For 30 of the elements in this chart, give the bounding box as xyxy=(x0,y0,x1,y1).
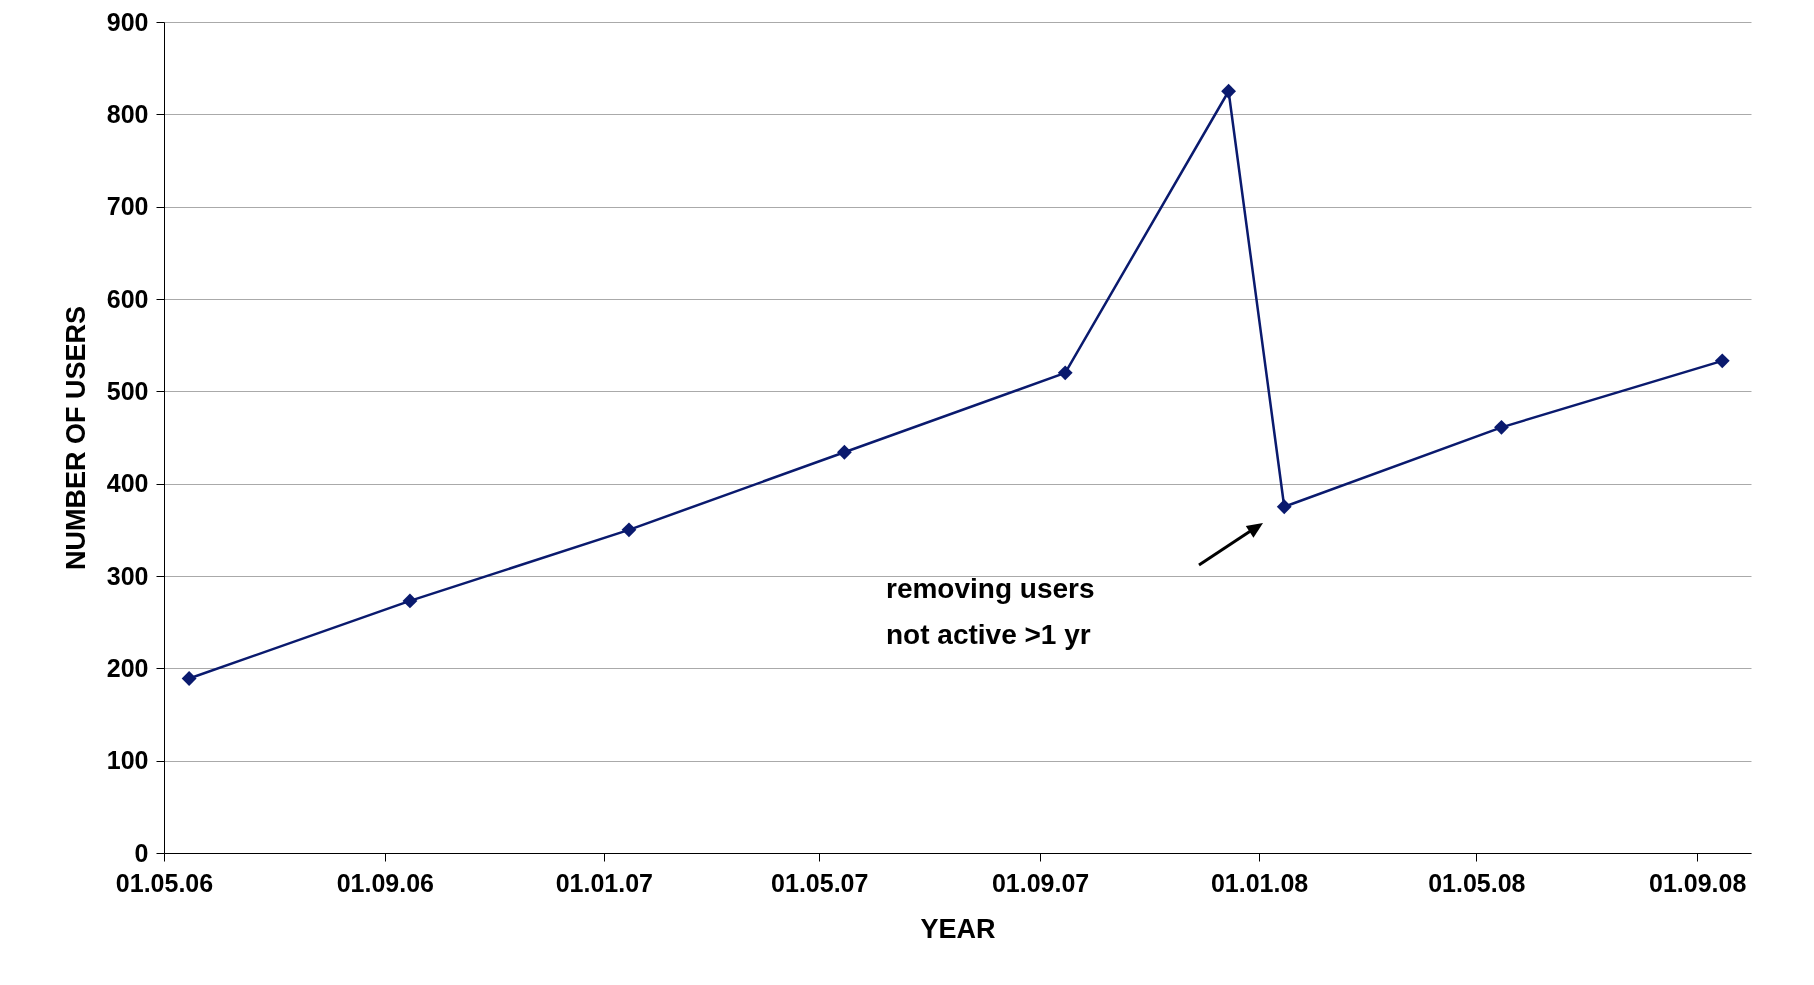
point xyxy=(402,593,418,609)
y-tick-label: 400 xyxy=(106,469,149,498)
point xyxy=(621,522,637,538)
x-tick-label: 01.09.07 xyxy=(991,868,1090,897)
point xyxy=(1221,83,1236,99)
y-tick-label: 200 xyxy=(106,653,149,682)
y-tick-label: 300 xyxy=(106,561,149,590)
y-tick-label: 500 xyxy=(106,376,149,405)
y-tick-label: 900 xyxy=(106,7,149,36)
y-tick-label: 100 xyxy=(106,746,149,775)
x-tick-label: 01.09.06 xyxy=(336,868,434,897)
x-tick-label: 01.01.08 xyxy=(1210,868,1309,897)
annotation: removing users not active >1 yr xyxy=(886,573,1095,650)
point xyxy=(836,444,852,460)
y-tick-label: 700 xyxy=(106,192,149,221)
y-tick-label: 0 xyxy=(134,838,149,867)
x-tick-label: 01.01.07 xyxy=(555,868,653,897)
x-tick-label: 01.09.08 xyxy=(1648,868,1747,897)
point xyxy=(1494,419,1509,435)
point xyxy=(1276,499,1292,515)
y-tick-label: 800 xyxy=(106,99,149,128)
point xyxy=(181,671,197,686)
point xyxy=(1714,353,1730,369)
x-axis-title: YEAR xyxy=(920,913,996,944)
y-axis-title: NUMBER OF USERS xyxy=(60,305,91,571)
x-tick-label: 01.05.07 xyxy=(771,868,869,897)
y-tick-label: 600 xyxy=(106,284,149,313)
x-tick-label: 01.05.06 xyxy=(115,868,214,897)
x-tick-label: 01.05.08 xyxy=(1428,868,1526,897)
point xyxy=(1057,365,1073,381)
